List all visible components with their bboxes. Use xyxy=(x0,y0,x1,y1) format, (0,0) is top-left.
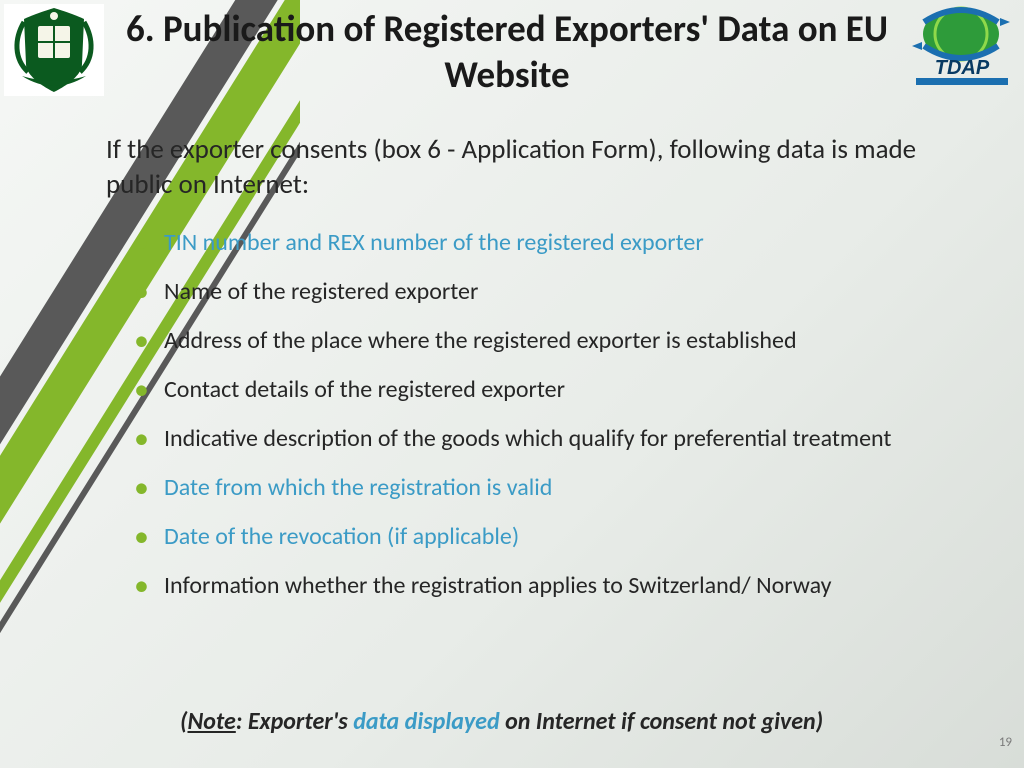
slide: TDAP 6. Publication of Registered Export… xyxy=(0,0,1024,768)
tdap-logo-icon: TDAP xyxy=(906,2,1018,87)
note-mid: : Exporter's xyxy=(236,707,353,736)
page-number: 19 xyxy=(999,735,1012,750)
note-post: on Internet if consent not given) xyxy=(500,707,824,736)
bullet-item: Indicative description of the goods whic… xyxy=(134,424,984,454)
bullet-item: Date from which the registration is vali… xyxy=(134,473,984,503)
pakistan-emblem-icon xyxy=(4,4,104,96)
footnote: (Note: Exporter's data displayed on Inte… xyxy=(180,707,984,736)
bullet-item: Information whether the registration app… xyxy=(134,571,984,601)
bullet-item: Date of the revocation (if applicable) xyxy=(134,522,984,552)
bullet-item: Contact details of the registered export… xyxy=(134,375,984,405)
bullet-list: TIN number and REX number of the registe… xyxy=(134,228,984,620)
note-label: Note xyxy=(187,707,235,736)
bullet-item: Name of the registered exporter xyxy=(134,277,984,307)
bullet-item: TIN number and REX number of the registe… xyxy=(134,228,984,258)
svg-text:TDAP: TDAP xyxy=(935,57,990,79)
intro-text: If the exporter consents (box 6 - Applic… xyxy=(106,132,984,202)
slide-title: 6. Publication of Registered Exporters' … xyxy=(110,6,904,99)
bullet-item: Address of the place where the registere… xyxy=(134,326,984,356)
note-highlight: data displayed xyxy=(353,707,499,736)
